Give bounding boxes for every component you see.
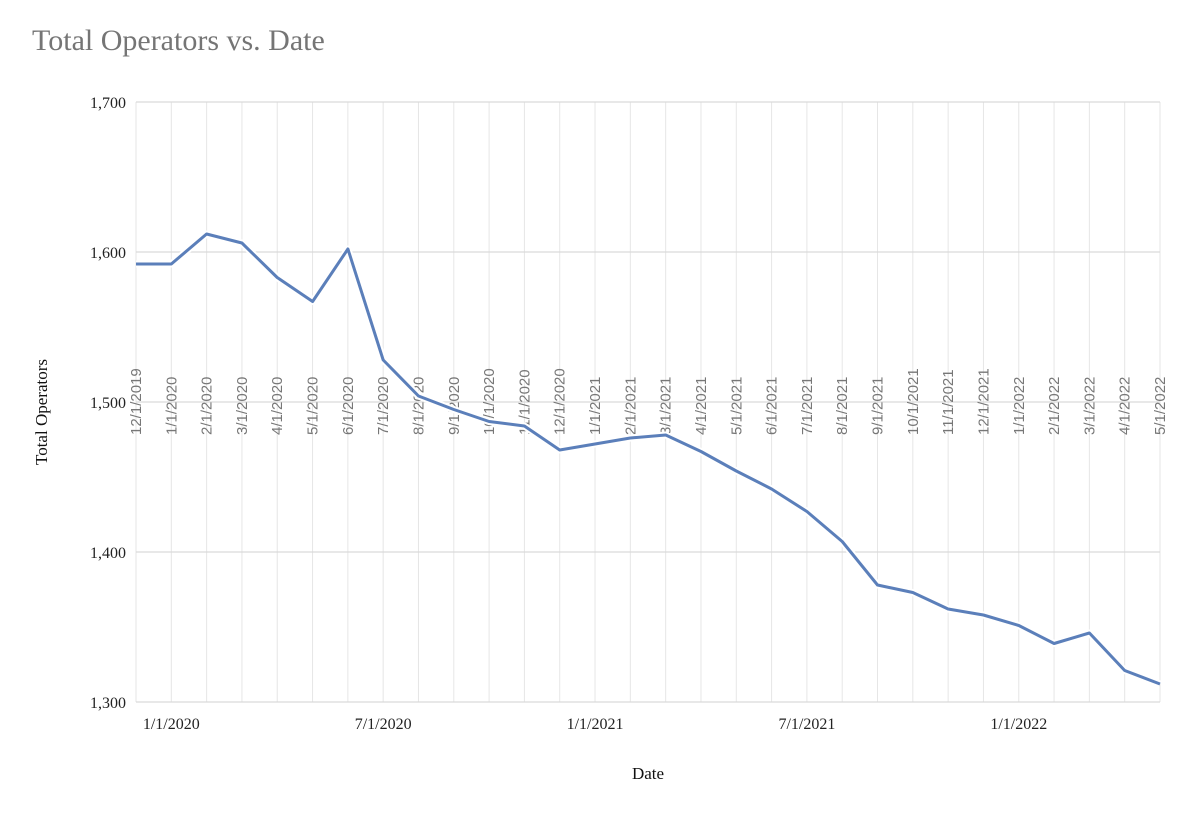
x-tick-label: 1/1/2022 — [990, 716, 1047, 733]
category-label: 9/1/2021 — [870, 377, 887, 435]
category-label: 9/1/2020 — [446, 377, 463, 435]
series-line — [136, 232, 1161, 686]
horizontal-gridlines — [136, 101, 1160, 703]
series-line-halo — [136, 230, 1162, 688]
x-axis-label: Date — [632, 764, 664, 783]
y-tick-label: 1,400 — [90, 545, 126, 562]
category-label: 8/1/2020 — [410, 377, 427, 435]
category-label: 11/1/2021 — [940, 369, 957, 435]
chart-title: Total Operators vs. Date — [32, 24, 325, 57]
category-label: 1/1/2022 — [1011, 377, 1028, 435]
x-tick-label: 1/1/2021 — [567, 716, 624, 733]
category-label: 3/1/2021 — [658, 377, 675, 435]
category-label: 5/1/2020 — [305, 377, 322, 435]
y-tick-label: 1,600 — [90, 245, 126, 262]
category-label: 4/1/2022 — [1117, 377, 1134, 435]
category-label: 4/1/2021 — [693, 377, 710, 435]
category-label: 11/1/2020 — [516, 369, 533, 435]
category-label: 10/1/2021 — [905, 368, 922, 435]
category-label: 2/1/2022 — [1046, 377, 1063, 435]
category-label: 1/1/2021 — [587, 377, 604, 435]
category-label: 8/1/2021 — [834, 377, 851, 435]
x-tick-label: 1/1/2020 — [143, 716, 200, 733]
category-label: 12/1/2019 — [128, 368, 145, 435]
y-tick-label: 1,300 — [90, 695, 126, 712]
x-tick-labels: 1/1/2020 7/1/2020 1/1/2021 7/1/2021 1/1/2022 — [143, 716, 1047, 733]
category-label: 3/1/2020 — [234, 377, 251, 435]
x-tick-label: 7/1/2020 — [355, 716, 412, 733]
category-labels: 12/1/2019 1/1/2020 2/1/2020 3/1/2020 4/1/202… — [128, 368, 1169, 435]
category-label: 7/1/2020 — [375, 377, 392, 435]
category-label: 12/1/2021 — [975, 368, 992, 435]
category-label: 2/1/2021 — [622, 377, 639, 435]
x-tick-label: 7/1/2021 — [778, 716, 835, 733]
category-label: 7/1/2021 — [799, 377, 816, 435]
series-line-group — [136, 230, 1162, 688]
y-tick-label: 1,700 — [90, 95, 126, 112]
category-label: 6/1/2021 — [764, 377, 781, 435]
category-label: 1/1/2020 — [163, 377, 180, 435]
y-tick-labels: 1,300 1,400 1,500 1,600 1,700 — [90, 95, 126, 712]
category-label: 4/1/2020 — [269, 377, 286, 435]
y-tick-label: 1,500 — [90, 395, 126, 412]
category-label: 12/1/2020 — [552, 368, 569, 435]
category-label: 6/1/2020 — [340, 377, 357, 435]
y-axis-label: Total Operators — [32, 359, 51, 465]
category-label: 5/1/2022 — [1152, 377, 1169, 435]
category-label: 2/1/2020 — [199, 377, 216, 435]
category-label: 5/1/2021 — [728, 377, 745, 435]
category-label: 3/1/2022 — [1081, 377, 1098, 435]
